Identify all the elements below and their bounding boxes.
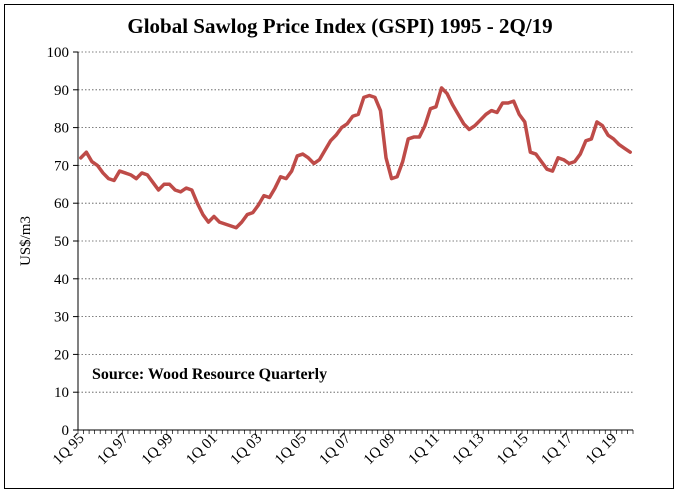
y-tick-label-5: 50 xyxy=(54,234,69,250)
x-tick-label-12: 1Q 19 xyxy=(583,431,621,469)
y-axis-label: US$/m3 xyxy=(18,216,34,266)
y-tick-label-8: 80 xyxy=(54,121,69,137)
y-tick-label-0: 0 xyxy=(62,423,70,439)
x-tick-label-3: 1Q 01 xyxy=(183,431,221,469)
x-tick-label-6: 1Q 07 xyxy=(316,430,354,468)
y-tick-label-2: 20 xyxy=(54,347,69,363)
y-axis-ticks: 0 10 20 30 40 50 60 70 80 90 100 xyxy=(47,45,78,439)
x-tick-label-11: 1Q 17 xyxy=(538,430,576,468)
x-tick-label-2: 1Q 99 xyxy=(139,431,177,469)
chart-title: Global Sawlog Price Index (GSPI) 1995 - … xyxy=(127,14,553,38)
x-tick-label-8: 1Q 11 xyxy=(406,431,443,468)
y-tick-label-7: 70 xyxy=(54,158,69,174)
x-tick-label-7: 1Q 09 xyxy=(361,431,399,469)
y-tick-label-6: 60 xyxy=(54,196,69,212)
y-tick-label-4: 40 xyxy=(54,272,69,288)
series-line xyxy=(79,86,632,230)
chart-frame xyxy=(4,4,674,489)
x-tick-label-5: 1Q 05 xyxy=(272,431,310,469)
x-tick-label-4: 1Q 03 xyxy=(228,431,266,469)
y-tick-label-9: 90 xyxy=(54,83,69,99)
y-tick-label-3: 30 xyxy=(54,310,69,326)
gridlines xyxy=(78,51,633,393)
y-tick-label-10: 100 xyxy=(47,45,70,61)
x-axis-ticks: 1Q 95 1Q 97 1Q 99 1Q 01 1Q 03 1Q 05 1Q 07 1Q 09… xyxy=(50,430,634,469)
x-tick-label-10: 1Q 15 xyxy=(494,431,532,469)
source-annotation: Source: Wood Resource Quarterly xyxy=(92,366,327,383)
x-tick-label-9: 1Q 13 xyxy=(450,431,488,469)
x-tick-label-1: 1Q 97 xyxy=(94,430,132,468)
y-tick-label-1: 10 xyxy=(54,385,69,401)
